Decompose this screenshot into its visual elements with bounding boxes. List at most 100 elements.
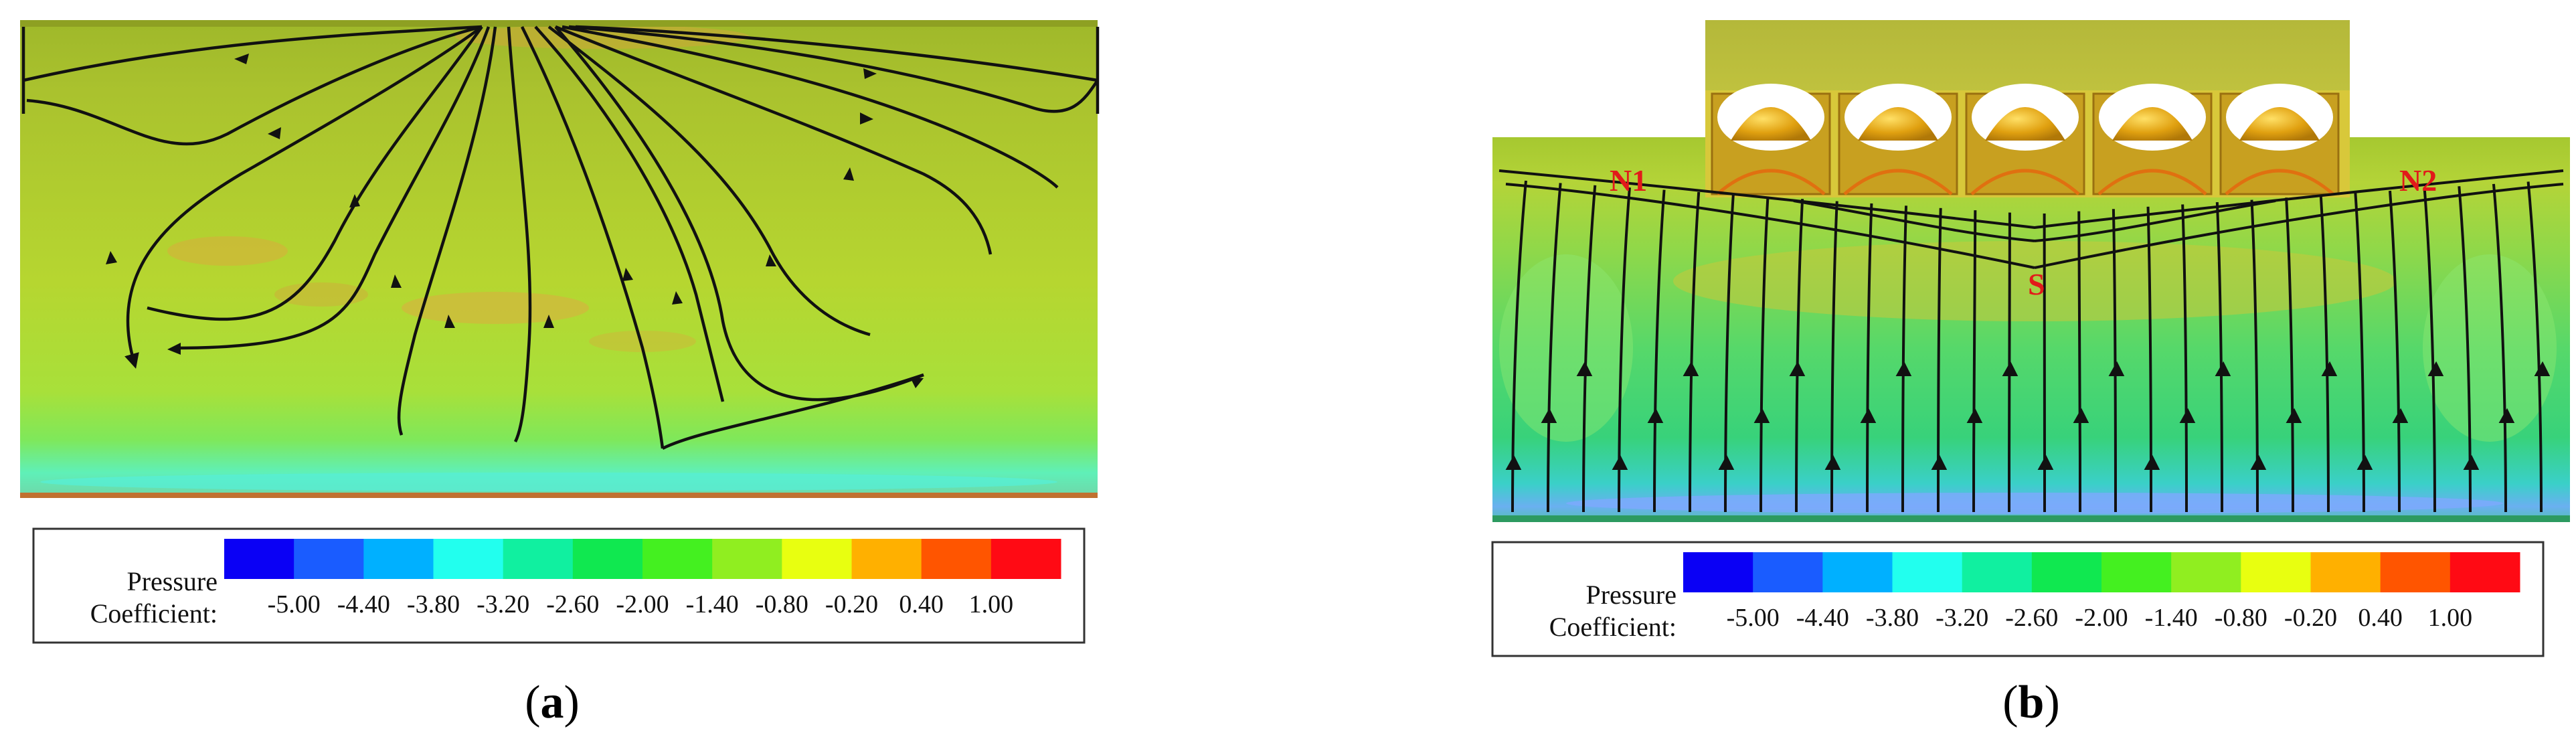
- arrowhead: [1860, 408, 1877, 423]
- legend-swatch: [851, 539, 922, 579]
- arrowhead: [672, 291, 683, 305]
- legend-a: Pressure Coefficient: -5.00 -4.40 -3.80 -3.…: [32, 527, 1086, 644]
- arrowhead: [1789, 361, 1806, 376]
- arrowhead: [167, 343, 181, 355]
- legend-tick-label: -3.20: [1936, 604, 1988, 632]
- legend-b-swatches: [1683, 552, 2520, 592]
- caption-b-close: ): [2044, 677, 2060, 728]
- arrowhead: [1966, 408, 1983, 423]
- arrowhead: [2073, 408, 2089, 423]
- dome-cell: [1965, 84, 2085, 195]
- arrowhead: [860, 112, 873, 124]
- separation-line: [2034, 199, 2276, 242]
- panel-b-yellow-band: [1673, 241, 2396, 321]
- legend-tick-label: -2.60: [546, 590, 599, 618]
- legend-swatch: [294, 539, 364, 579]
- panel-b-light-zone: [2423, 254, 2557, 442]
- arrowhead: [1541, 408, 1557, 423]
- arrowhead: [1895, 361, 1912, 376]
- label-n2: N2: [2399, 163, 2437, 197]
- legend-swatch: [2310, 552, 2381, 592]
- arrowhead: [1647, 408, 1664, 423]
- panel-b-array-box: [1705, 20, 2350, 94]
- legend-swatch: [224, 539, 294, 579]
- streamline: [26, 25, 483, 146]
- dome-cell: [1838, 84, 1958, 195]
- panel-a-cyan-band: [40, 473, 1057, 491]
- streamline: [2319, 195, 2330, 513]
- separation-line: [1498, 169, 2564, 230]
- panel-b-streamlines: [1498, 169, 2564, 513]
- legend-tick-label: -0.20: [2284, 604, 2337, 632]
- legend-swatch: [642, 539, 713, 579]
- arrowhead: [543, 315, 554, 328]
- legend-swatch: [921, 539, 992, 579]
- arrowhead: [2463, 454, 2480, 470]
- legend-tick-label: -3.20: [477, 590, 529, 618]
- arrowhead: [234, 54, 249, 64]
- streamline: [1795, 199, 1804, 513]
- streamline: [2526, 181, 2543, 513]
- streamline: [554, 25, 924, 402]
- legend-a-ticks: -5.00 -4.40 -3.80 -3.20 -2.60 -2.00 -1.40 -0.80…: [268, 590, 1013, 618]
- separation-line: [1505, 183, 2035, 269]
- panel-b-domes: [1711, 84, 2340, 195]
- legend-swatch: [2031, 552, 2102, 592]
- panel-a-orange-patch: [402, 292, 589, 324]
- streamline: [1547, 183, 1562, 513]
- legend-swatch: [503, 539, 574, 579]
- streamline: [1689, 191, 1701, 513]
- legend-tick-label: -2.00: [616, 590, 669, 618]
- legend-swatch: [572, 539, 643, 579]
- dome-cell: [2092, 84, 2213, 195]
- caption-a-close: ): [564, 677, 580, 728]
- arrowhead: [106, 251, 117, 264]
- separation-line: [2034, 183, 2564, 269]
- legend-swatch: [2380, 552, 2451, 592]
- streamline: [575, 25, 1098, 82]
- legend-swatch: [782, 539, 852, 579]
- streamline: [1759, 196, 1770, 513]
- caption-b: (b): [1964, 676, 2098, 730]
- legend-swatch: [1822, 552, 1893, 592]
- streamline: [1972, 210, 1977, 513]
- legend-b-title-line2: Coefficient:: [1549, 612, 1677, 642]
- legend-tick-label: -2.60: [2005, 604, 2058, 632]
- arrowhead: [1612, 454, 1628, 470]
- label-s: S: [2028, 267, 2045, 301]
- streamline: [2285, 197, 2294, 513]
- arrowhead: [843, 167, 854, 181]
- streamline: [147, 25, 483, 321]
- legend-tick-label: -1.40: [686, 590, 739, 618]
- arrowhead: [444, 315, 455, 328]
- arrowhead: [268, 127, 281, 139]
- streamline: [2008, 212, 2011, 513]
- streamline: [568, 25, 1099, 113]
- caption-a: (a): [485, 676, 619, 730]
- arrowhead: [349, 194, 360, 207]
- legend-tick-label: -3.80: [1866, 604, 1919, 632]
- arrowhead: [2392, 408, 2409, 423]
- legend-tick-label: 0.40: [2358, 604, 2403, 632]
- arrowhead: [1683, 361, 1699, 376]
- streamline: [2215, 201, 2223, 513]
- caption-b-open: (: [2002, 677, 2019, 728]
- panel-a: Pressure Coefficient: -5.00 -4.40 -3.80 -3.…: [20, 20, 1100, 644]
- panel-a-streamlines: [21, 25, 1100, 450]
- legend-swatch: [2101, 552, 2172, 592]
- arrowhead: [2534, 361, 2551, 376]
- legend-b: Pressure Coefficient: -5.00 -4.40 -3.80 -3.…: [1491, 541, 2545, 657]
- streamline: [520, 25, 665, 449]
- panel-b-bottom-edge: [1492, 515, 2570, 522]
- panel-b-blue-band: [1566, 493, 2503, 514]
- arrowhead: [2037, 454, 2054, 470]
- legend-b-title-line1: Pressure: [1585, 580, 1677, 610]
- legend-a-title-line2: Coefficient:: [90, 598, 218, 629]
- streamline: [555, 25, 993, 255]
- panel-b: N1 N2 S Pressure Coefficient: -5.00 -4.40…: [1491, 20, 2570, 657]
- legend-tick-label: -3.80: [407, 590, 460, 618]
- arrowhead: [863, 68, 877, 79]
- arrowhead: [2215, 361, 2231, 376]
- legend-swatch: [2450, 552, 2520, 592]
- legend-b-ticks: -5.00 -4.40 -3.80 -3.20 -2.60 -2.00 -1.40 -0.80…: [1727, 604, 2472, 632]
